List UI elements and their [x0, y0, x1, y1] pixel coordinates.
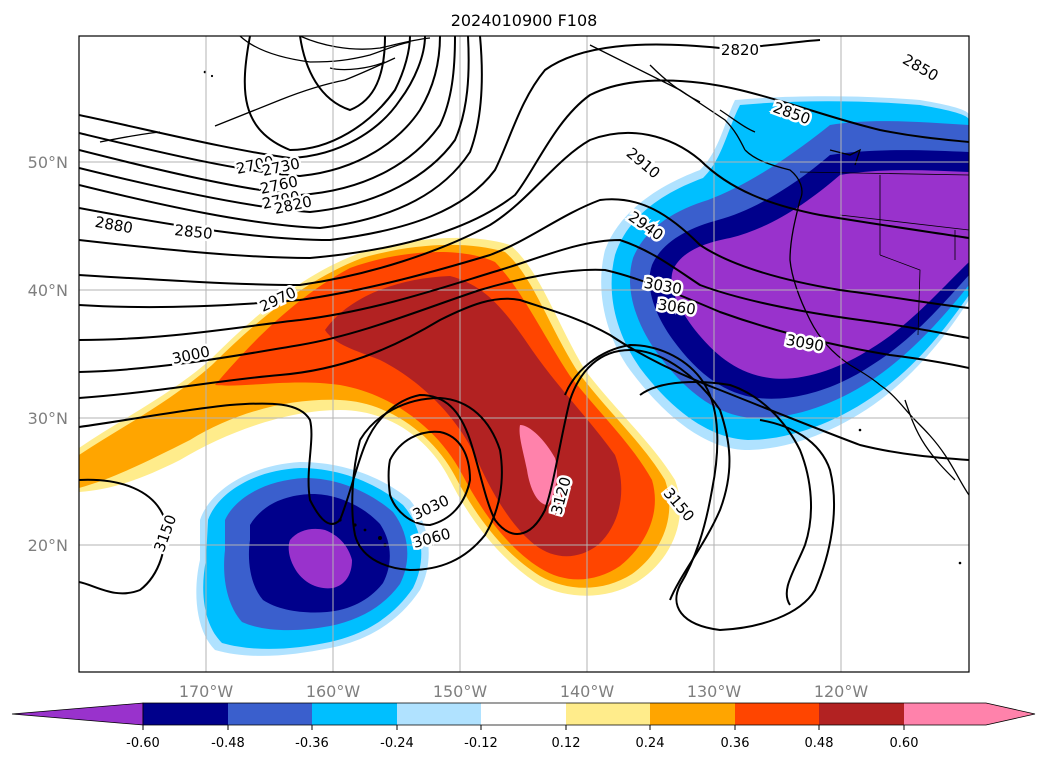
lon-label-120w: 120°W [814, 682, 869, 701]
colorbar-swatch [735, 703, 819, 725]
colorbar-tick-label: 0.12 [552, 736, 581, 751]
lon-label-140w: 140°W [560, 682, 615, 701]
map-content: 2820 2850 2850 2910 2940 2700 2730 2760 … [79, 36, 969, 672]
map-frame [78, 35, 970, 673]
colorbar-tick-label: -0.48 [211, 736, 245, 751]
colorbar-tick-label: -0.60 [126, 736, 160, 751]
colorbar-extend-low [11, 702, 144, 726]
lon-label-160w: 160°W [306, 682, 361, 701]
colorbar-tick-label: 0.48 [805, 736, 834, 751]
colorbar-swatch [481, 703, 566, 725]
colorbar-outline [142, 702, 1036, 726]
colorbar: -0.60 -0.48 -0.36 -0.24 -0.12 0.12 0.24 … [11, 702, 1036, 751]
height-contours [79, 36, 969, 632]
lon-label-170w: 170°W [179, 682, 234, 701]
colorbar-swatch [397, 703, 481, 725]
latitude-labels: 50°N 40°N 30°N 20°N [28, 153, 68, 555]
coastlines [99, 36, 969, 496]
colorbar-tick-label: 0.60 [890, 736, 919, 751]
lat-label-50n: 50°N [28, 153, 68, 172]
lat-label-30n: 30°N [28, 409, 68, 428]
colorbar-extend-high [904, 703, 1035, 725]
colorbar-swatch [819, 703, 904, 725]
colorbar-swatch [566, 703, 650, 725]
lat-label-40n: 40°N [28, 281, 68, 300]
colorbar-swatch [143, 703, 228, 725]
positive-anomaly-region [79, 237, 681, 596]
lon-label-130w: 130°W [687, 682, 742, 701]
map-title: 2024010900 F108 [451, 11, 598, 30]
colorbar-swatch [650, 703, 735, 725]
colorbar-tick-label: -0.36 [295, 736, 329, 751]
negative-anomaly-subtropical [196, 462, 429, 656]
lat-label-20n: 20°N [28, 536, 68, 555]
colorbar-ticks [142, 725, 905, 730]
colorbar-tick-label: -0.12 [464, 736, 498, 751]
colorbar-swatch [228, 703, 312, 725]
colorbar-tick-label: 0.36 [721, 736, 750, 751]
colorbar-swatch [312, 703, 397, 725]
contour-label: 2820 [721, 41, 759, 59]
longitude-labels: 170°W 160°W 150°W 140°W 130°W 120°W [179, 682, 869, 701]
state-boundaries [799, 171, 969, 336]
colorbar-tick-label: -0.24 [380, 736, 414, 751]
lon-label-150w: 150°W [433, 682, 488, 701]
colorbar-tick-label: 0.24 [636, 736, 665, 751]
